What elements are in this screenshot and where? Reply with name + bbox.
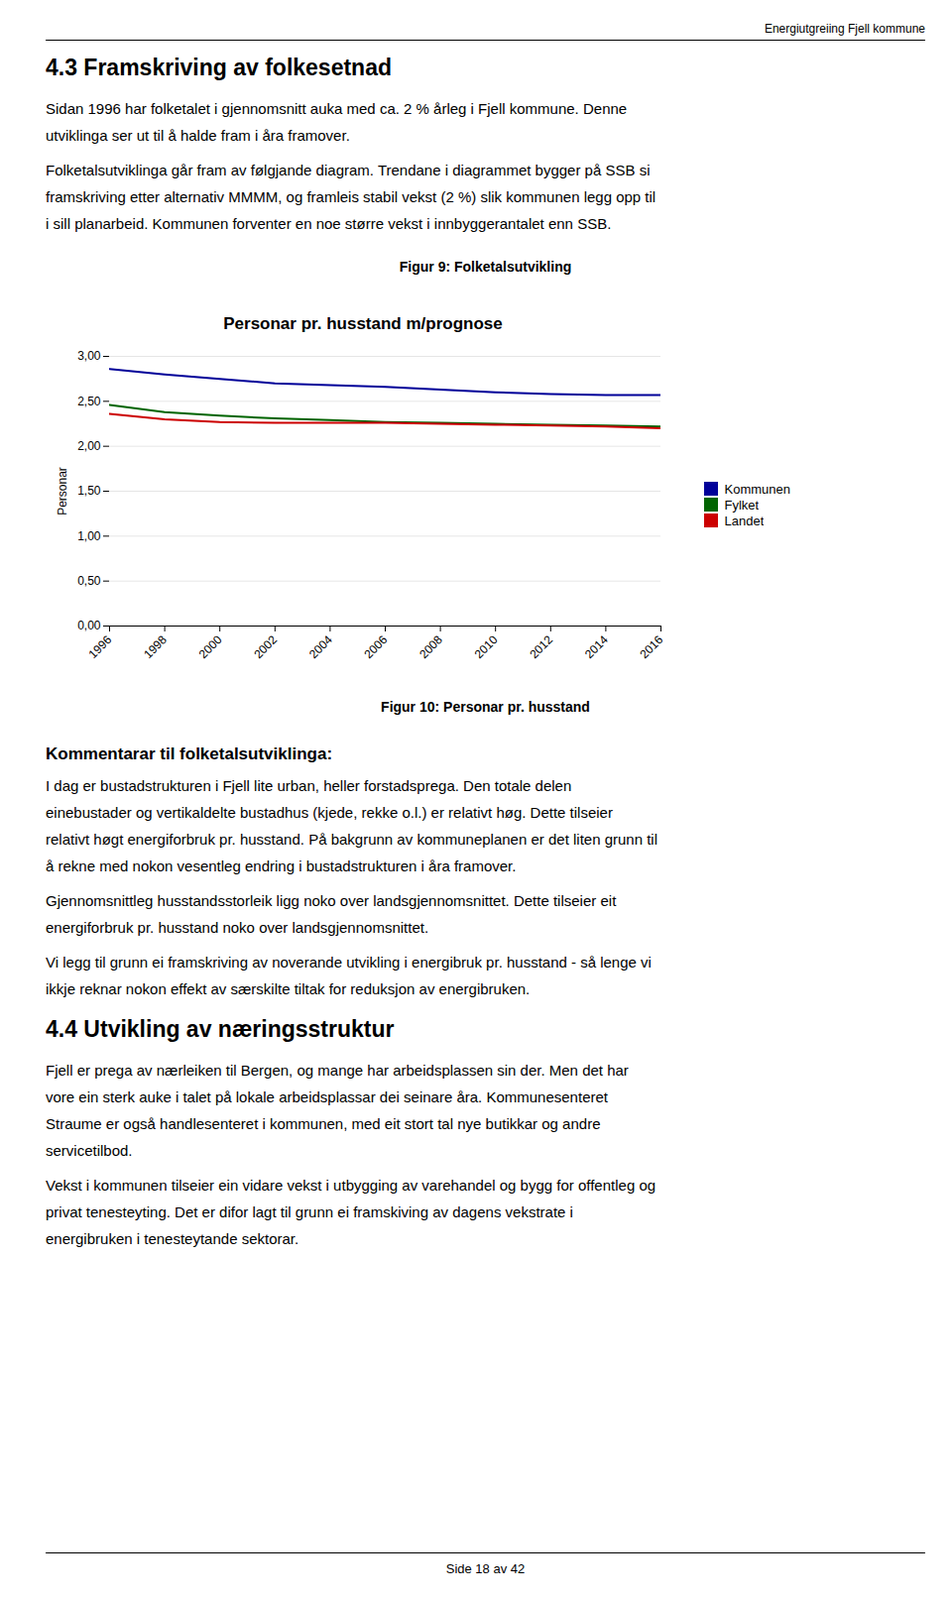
html-text:I dag er bustadstrukturen i Fj: I dag er bustadstrukturen i Fjell lite u… <box>45 777 572 795</box>
html-text:Vekst i kommunen tilseier ein: Vekst i kommunen tilseier ein vidare vek… <box>45 1177 656 1194</box>
svg-text:2004: 2004 <box>306 632 336 662</box>
html-text:Fylket: Fylket <box>724 497 759 513</box>
html-text:å rekne med nokon vesentleg en: å rekne med nokon vesentleg endring i bu… <box>45 857 517 875</box>
svg-text:2014: 2014 <box>582 632 611 662</box>
html-text:ikkje reknar nokon effekt av s: ikkje reknar nokon effekt av særskilte t… <box>45 980 530 998</box>
html-text:utviklinga ser ut til å halde: utviklinga ser ut til å halde fram i åra… <box>45 126 350 144</box>
html-text:relativt høgt energiforbruk pr: relativt høgt energiforbruk pr. husstand… <box>45 831 658 848</box>
svg-text:1,50: 1,50 <box>77 483 102 498</box>
html-text:Folketalsutviklinga går fram a: Folketalsutviklinga går fram av følgjand… <box>45 161 651 179</box>
html-text:Figur 10: Personar pr. husstan: Figur 10: Personar pr. husstand <box>380 699 590 715</box>
html-text:i sill planarbeid. Kommunen fo: i sill planarbeid. Kommunen forventer en… <box>45 215 612 233</box>
html-text:privat tenesteyting. Det er di: privat tenesteyting. Det er difor lagt t… <box>45 1203 574 1221</box>
html-text:energiforbruk pr. husstand nok: energiforbruk pr. husstand noko over lan… <box>45 919 429 937</box>
html-text:4.3 Framskriving av folkesetna: 4.3 Framskriving av folkesetnad <box>45 54 392 81</box>
html-text:Kommentarar til folketalsutvik: Kommentarar til folketalsutviklinga: <box>45 744 333 764</box>
svg-text:1996: 1996 <box>86 632 116 662</box>
html-text:Straume er også handlesenteret: Straume er også handlesenteret i kommune… <box>45 1115 601 1133</box>
svg-text:1998: 1998 <box>140 632 170 662</box>
html-text:Figur 9: Folketalsutvikling: Figur 9: Folketalsutvikling <box>399 258 572 275</box>
html-text:Personar pr. husstand m/progno: Personar pr. husstand m/prognose <box>223 314 503 334</box>
html-text:Vi legg til grunn ei framskriv: Vi legg til grunn ei framskriving av nov… <box>45 953 652 971</box>
html-text:vore ein sterk auke i talet på: vore ein sterk auke i talet på lokale ar… <box>45 1088 608 1106</box>
html-text:Energiutgreiing Fjell kommune: Energiutgreiing Fjell kommune <box>764 21 926 36</box>
html-text:servicetilbod.: servicetilbod. <box>45 1142 133 1160</box>
svg-text:3,00: 3,00 <box>77 349 102 363</box>
html-text:framskriving etter alternativ: framskriving etter alternativ MMMM, og f… <box>45 188 656 206</box>
svg-text:1,00: 1,00 <box>77 529 102 544</box>
svg-text:2010: 2010 <box>472 632 501 662</box>
svg-text:0,50: 0,50 <box>77 574 102 589</box>
html-text:Side 18 av 42: Side 18 av 42 <box>445 1561 525 1577</box>
html-text:Kommunen: Kommunen <box>724 481 791 497</box>
svg-text:2012: 2012 <box>526 632 556 662</box>
html-text:Landet: Landet <box>724 513 764 529</box>
svg-text:2006: 2006 <box>361 632 391 662</box>
svg-text:2,00: 2,00 <box>77 439 102 454</box>
html-text:Fjell er prega av nærleiken ti: Fjell er prega av nærleiken til Bergen, … <box>45 1062 629 1079</box>
html-text:einebustader og vertikaldelte: einebustader og vertikaldelte bustadhus … <box>45 804 613 822</box>
svg-text:2008: 2008 <box>416 632 446 662</box>
html-text:Sidan 1996 har folketalet i gj: Sidan 1996 har folketalet i gjennomsnitt… <box>45 100 627 118</box>
svg-text:2000: 2000 <box>196 632 226 662</box>
svg-text:2002: 2002 <box>250 632 280 662</box>
svg-text:2,50: 2,50 <box>77 394 102 409</box>
svg-text:Personar: Personar <box>55 467 70 516</box>
svg-text:2016: 2016 <box>637 632 667 662</box>
html-text:4.4 Utvikling av næringsstrukt: 4.4 Utvikling av næringsstruktur <box>45 1016 395 1043</box>
svg-text:0,00: 0,00 <box>77 618 102 633</box>
html-text:energibruken i tenesteytande s: energibruken i tenesteytande sektorar. <box>45 1230 299 1248</box>
html-text:Gjennomsnittleg husstandsstorl: Gjennomsnittleg husstandsstorleik ligg n… <box>45 892 617 910</box>
